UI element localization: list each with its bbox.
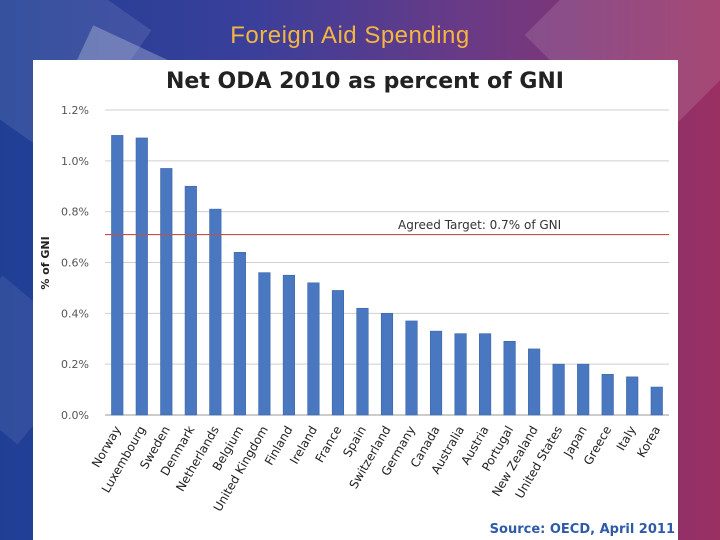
y-tick-label: 0.8%: [61, 206, 89, 219]
bar-denmark: [184, 185, 197, 416]
bar-belgium: [233, 252, 246, 416]
bar-ireland: [307, 282, 320, 416]
y-axis-label: % of GNI: [39, 236, 52, 289]
y-tick-label: 0.0%: [61, 409, 89, 422]
x-tick-label: Italy: [614, 424, 639, 454]
bar-greece: [601, 374, 614, 416]
bar-finland: [282, 274, 295, 416]
bar-germany: [405, 320, 418, 416]
bar-new-zealand: [528, 348, 541, 416]
bar-korea: [650, 386, 663, 416]
source-note: Source: OECD, April 2011: [490, 522, 675, 537]
x-tick-label: Korea: [634, 424, 663, 460]
y-ticks: 0.0% 0.2% 0.4% 0.6% 0.8% 1.0% 1.2%: [61, 104, 89, 422]
bar-luxembourg: [135, 137, 148, 416]
bar-portugal: [503, 340, 516, 416]
bar-united-states: [552, 363, 565, 416]
bars: [111, 135, 663, 416]
y-tick-label: 0.4%: [61, 307, 89, 320]
bar-united-kingdom: [258, 272, 271, 416]
slide-title: Foreign Aid Spending: [230, 22, 470, 49]
bar-australia: [454, 333, 467, 416]
bar-switzerland: [380, 313, 394, 416]
bar-netherlands: [209, 208, 222, 416]
bar-chart: Net ODA 2010 as percent of GNI % of GNI …: [39, 69, 675, 537]
bar-sweden: [160, 168, 173, 416]
target-line-label: Agreed Target: 0.7% of GNI: [398, 218, 561, 232]
chart-title: Net ODA 2010 as percent of GNI: [166, 69, 564, 94]
y-tick-label: 0.2%: [61, 358, 89, 371]
bar-japan: [577, 363, 590, 416]
bar-canada: [429, 330, 443, 416]
bar-france: [331, 290, 345, 416]
bar-spain: [356, 307, 369, 416]
chart-panel: Net ODA 2010 as percent of GNI % of GNI …: [33, 60, 678, 540]
y-tick-label: 1.2%: [61, 104, 89, 117]
bar-austria: [479, 333, 492, 416]
x-ticks: NorwayLuxembourgSwedenDenmarkNetherlands…: [89, 423, 663, 513]
y-tick-label: 1.0%: [61, 155, 89, 168]
y-tick-label: 0.6%: [61, 257, 89, 270]
bar-italy: [626, 376, 639, 416]
bar-norway: [111, 135, 124, 416]
